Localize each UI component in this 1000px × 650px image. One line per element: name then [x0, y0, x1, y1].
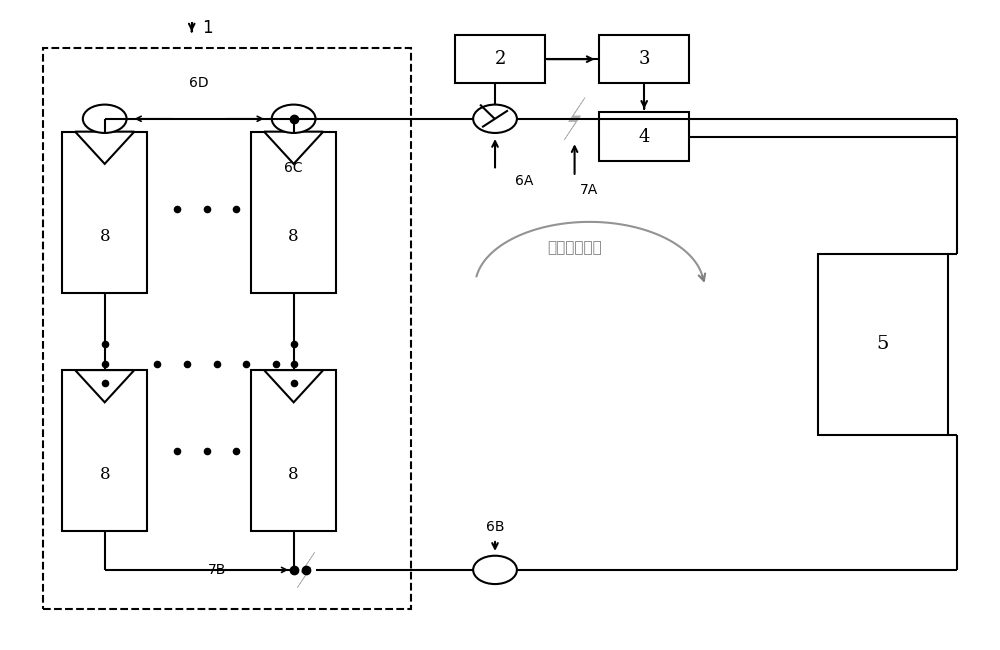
Bar — [43, 48, 411, 608]
Text: 8: 8 — [288, 466, 299, 484]
Text: 7B: 7B — [208, 563, 227, 577]
Point — [228, 445, 244, 456]
Point — [228, 204, 244, 214]
Circle shape — [473, 556, 517, 584]
Point — [169, 204, 185, 214]
Text: 功率增大暂态: 功率增大暂态 — [547, 240, 602, 255]
Point — [238, 358, 254, 369]
Point — [268, 358, 284, 369]
Point — [97, 378, 113, 388]
Bar — [599, 112, 689, 161]
Text: 8: 8 — [99, 228, 110, 245]
Text: 6A: 6A — [515, 174, 533, 188]
Text: 6C: 6C — [284, 161, 303, 175]
Point — [209, 358, 225, 369]
Text: 2: 2 — [494, 50, 506, 68]
Bar — [251, 370, 336, 531]
Bar — [818, 254, 948, 435]
Point — [97, 339, 113, 350]
Bar — [455, 35, 545, 83]
Point — [286, 378, 302, 388]
Text: 8: 8 — [99, 466, 110, 484]
Text: 6D: 6D — [189, 76, 209, 90]
Circle shape — [473, 105, 517, 133]
Polygon shape — [564, 98, 585, 140]
Text: 1: 1 — [202, 19, 212, 37]
Circle shape — [83, 105, 127, 133]
Bar — [599, 35, 689, 83]
Polygon shape — [264, 370, 323, 402]
Text: 8: 8 — [288, 228, 299, 245]
Bar — [62, 132, 147, 292]
Point — [149, 358, 165, 369]
Polygon shape — [75, 370, 134, 402]
Point — [179, 358, 195, 369]
Bar — [251, 132, 336, 292]
Polygon shape — [297, 552, 315, 588]
Point — [199, 445, 215, 456]
Point — [286, 358, 302, 369]
Text: 4: 4 — [639, 127, 650, 146]
Point — [286, 339, 302, 350]
Circle shape — [272, 105, 316, 133]
Text: 3: 3 — [638, 50, 650, 68]
Polygon shape — [75, 132, 134, 164]
Point — [199, 204, 215, 214]
Text: 6B: 6B — [486, 521, 504, 534]
Point — [97, 358, 113, 369]
Point — [169, 445, 185, 456]
Bar — [62, 370, 147, 531]
Polygon shape — [264, 132, 323, 164]
Text: 7A: 7A — [580, 183, 598, 197]
Text: 5: 5 — [877, 335, 889, 354]
